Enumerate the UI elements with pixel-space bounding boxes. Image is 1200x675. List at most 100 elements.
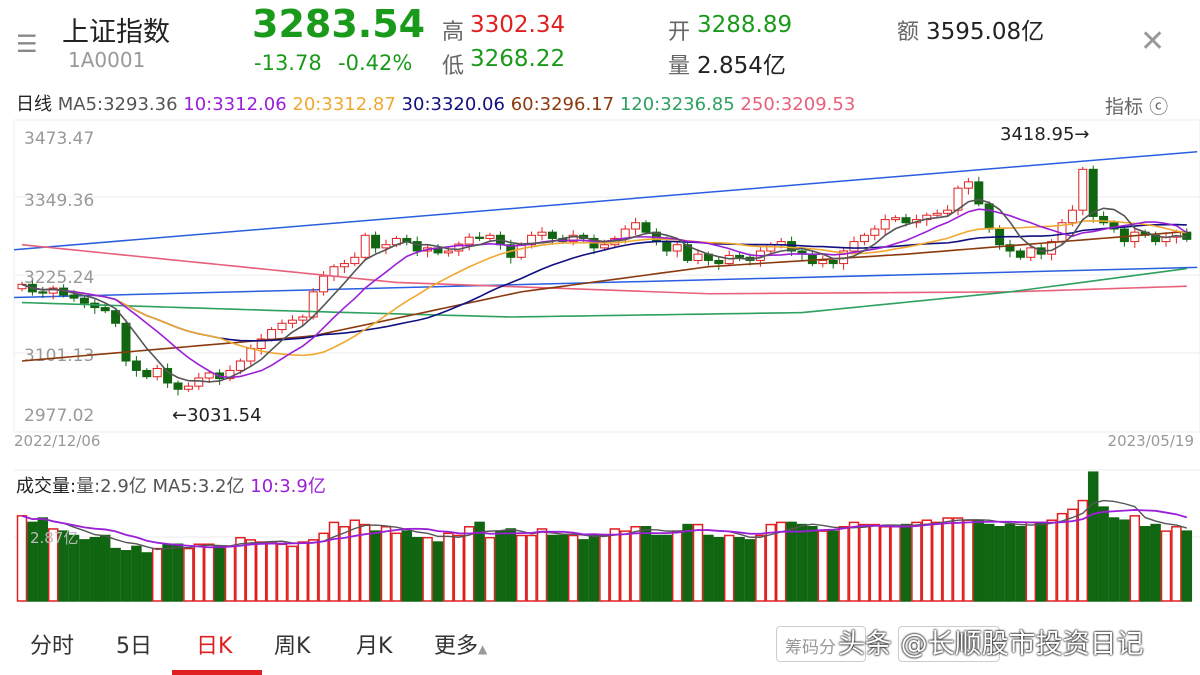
high-label: 高 xyxy=(442,20,465,45)
volume-bar xyxy=(859,523,870,602)
volume-bar xyxy=(89,536,101,602)
price-change: -13.78 xyxy=(254,51,322,75)
candle-body xyxy=(516,244,526,258)
ma10-label: 10:3312.06 xyxy=(183,94,287,115)
volume-bar xyxy=(328,521,340,602)
kline-chart[interactable]: 3473.47 3349.36 3225.24 3101.13 2977.02 2022/… xyxy=(0,0,1200,620)
volume-bar xyxy=(1139,526,1151,602)
volume-bar xyxy=(172,543,184,602)
candle-body xyxy=(891,217,901,221)
volume-bar xyxy=(879,526,891,602)
candle-body xyxy=(443,250,453,254)
volume-bar xyxy=(869,523,881,602)
volume-label: 量 xyxy=(668,54,691,79)
tab-monthly-k[interactable]: 月K xyxy=(356,634,393,659)
volume-bar xyxy=(411,536,423,602)
active-tab-indicator xyxy=(172,670,262,675)
candle-body xyxy=(537,231,547,236)
volume-bar xyxy=(162,543,173,602)
secondary-button[interactable] xyxy=(898,626,1000,662)
volume-bar xyxy=(682,523,693,602)
y-tick-label: 2977.02 xyxy=(24,406,94,426)
volume-bar xyxy=(942,517,953,602)
candle-body xyxy=(735,254,745,258)
volume-bar xyxy=(16,515,28,602)
candle-body xyxy=(381,244,391,249)
volume-value: 2.854亿 xyxy=(697,53,786,79)
candle-body xyxy=(1182,231,1192,240)
candle-body xyxy=(1088,168,1098,217)
volume-bar xyxy=(661,534,673,602)
tab-daily-k[interactable]: 日K xyxy=(196,634,233,659)
volume-bar xyxy=(1067,508,1078,602)
indicator-label: 指标 xyxy=(1105,96,1144,118)
tab-5day[interactable]: 5日 xyxy=(116,634,152,659)
volume-bar xyxy=(203,543,215,602)
volume-bar xyxy=(183,547,194,602)
volume-bar xyxy=(526,534,537,602)
volume-bar xyxy=(578,539,589,602)
candle-body xyxy=(1130,231,1140,243)
close-icon[interactable]: ✕ xyxy=(1140,24,1166,59)
candle-body xyxy=(1005,244,1015,252)
volume-bar xyxy=(58,530,69,602)
candle-body xyxy=(828,259,838,265)
volume-bar xyxy=(141,552,153,602)
tab-more[interactable]: 更多▲ xyxy=(434,628,487,660)
volume-bar xyxy=(515,534,527,602)
volume-bar xyxy=(276,543,288,602)
volume-bar xyxy=(453,534,465,602)
candle-body xyxy=(568,234,578,243)
volume-bar xyxy=(474,521,485,602)
volume-bar xyxy=(744,539,756,602)
volume-bar xyxy=(1004,523,1016,602)
volume-ma5-line xyxy=(21,499,1187,551)
volume-bar xyxy=(640,526,652,602)
volume-axis-label: 2.87亿 xyxy=(30,529,79,547)
volume-bar xyxy=(609,528,621,602)
menu-icon[interactable]: ☰ xyxy=(16,30,38,58)
volume-bar xyxy=(505,528,517,602)
candle-body xyxy=(1067,209,1077,224)
candle-body xyxy=(714,259,724,265)
chip-distribution-button[interactable]: 筹码分 xyxy=(776,626,866,662)
candle-body xyxy=(256,338,266,349)
volume-bar xyxy=(1077,499,1089,602)
volume-bar xyxy=(931,521,943,602)
candle-body xyxy=(631,222,641,230)
candle-body xyxy=(1026,247,1036,258)
volume-bar xyxy=(755,534,766,602)
volume-bar xyxy=(245,539,257,602)
volume-bar xyxy=(983,523,995,602)
volume-bar xyxy=(349,519,361,602)
high-annotation: 3418.95→ xyxy=(1000,124,1090,145)
indicator-button[interactable]: 指标 ⓒ xyxy=(1105,92,1168,119)
volume-bar xyxy=(1015,526,1026,602)
candle-body xyxy=(599,244,609,249)
volume-bar xyxy=(671,530,683,602)
volume-bar xyxy=(1160,530,1172,602)
volume-bar xyxy=(765,523,777,602)
volume-bar xyxy=(1025,521,1037,602)
tab-weekly-k[interactable]: 周K xyxy=(274,634,311,659)
volume-bar xyxy=(619,530,631,602)
volume-bar xyxy=(900,523,912,602)
candle-body xyxy=(974,181,984,205)
candle-body xyxy=(142,369,152,378)
volume-bar xyxy=(370,530,381,602)
volume-bar xyxy=(807,526,818,602)
tab-intraday[interactable]: 分时 xyxy=(30,634,75,659)
volume-bar xyxy=(401,530,413,602)
volume-bar xyxy=(47,528,59,602)
watermark: 头条 @长顺股市投资日记 xyxy=(838,629,1144,660)
volume-bar xyxy=(1150,523,1161,602)
candle-body xyxy=(901,217,911,224)
volume-bar xyxy=(1129,515,1141,602)
candle-body xyxy=(943,209,953,214)
candle-body xyxy=(547,231,557,239)
volume-bar xyxy=(235,536,246,602)
volume-bar xyxy=(255,541,267,602)
ma5-label: MA5:3293.36 xyxy=(57,94,178,115)
open-label: 开 xyxy=(668,20,691,45)
volume-bar xyxy=(266,541,277,602)
